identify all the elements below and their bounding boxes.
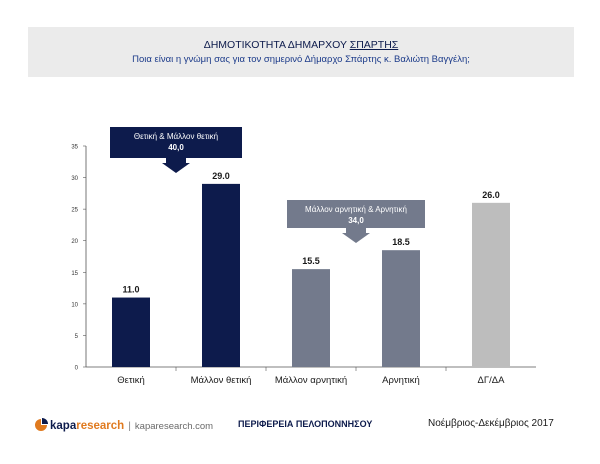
brand-name: kaparesearch [50, 420, 124, 432]
title-underlined: ΣΠΑΡΤΗΣ [349, 39, 399, 51]
callout-box [110, 127, 242, 158]
page-title: ΔΗΜΟΤΙΚΟΤΗΤΑ ΔΗΜΑΡΧΟΥ ΣΠΑΡΤΗΣ [28, 39, 574, 51]
bar-value-label: 11.0 [122, 285, 139, 295]
bar [112, 297, 150, 367]
bar [202, 183, 240, 367]
y-tick-label: 30 [71, 176, 78, 182]
x-tick-label: Μάλλον θετική [191, 375, 252, 386]
x-tick-label: ΔΓ/ΔΑ [478, 375, 506, 386]
x-tick-label: Αρνητική [382, 375, 420, 386]
callout-arrow [342, 228, 370, 243]
bar-value-label: 18.5 [392, 237, 410, 247]
bar [472, 202, 510, 367]
brand-name-a: kapa [50, 420, 77, 432]
brand-site: kaparesearch.com [134, 421, 214, 432]
footer-region: ΠΕΡΙΦΕΡΕΙΑ ΠΕΛΟΠΟΝΝΗΣΟΥ [238, 419, 373, 429]
callout-negative-label: Μάλλον αρνητική & Αρνητική [305, 205, 407, 214]
bar-value-label: 26.0 [482, 190, 500, 200]
y-tick-label: 35 [71, 145, 78, 151]
kapa-logo-icon [35, 418, 48, 431]
y-tick-label: 5 [75, 334, 79, 340]
y-tick-label: 10 [71, 302, 78, 308]
y-tick-label: 20 [71, 239, 78, 245]
page-subtitle: Ποια είναι η γνώμη σας για τον σημερινό … [132, 54, 470, 65]
title-prefix: ΔΗΜΟΤΙΚΟΤΗΤΑ ΔΗΜΑΡΧΟΥ [203, 39, 350, 51]
footer-brand: kaparesearch | kaparesearch.com [34, 418, 213, 432]
brand-separator: | [128, 420, 131, 432]
y-tick-label: 15 [71, 271, 78, 277]
callout-negative: Μάλλον αρνητική & Αρνητική 34,0 [287, 204, 425, 226]
callout-arrow [162, 158, 190, 173]
footer-date: Νοέμβριος-Δεκέμβριος 2017 [428, 418, 554, 429]
y-tick-label: 0 [75, 366, 79, 372]
callout-box [287, 200, 425, 228]
brand-name-b: research [76, 420, 125, 432]
bar [382, 250, 420, 367]
bar-value-label: 29.0 [212, 171, 230, 181]
callout-positive-label: Θετική & Μάλλον θετική [133, 132, 219, 141]
callout-positive-value: 40,0 [168, 143, 184, 152]
bar-value-label: 15.5 [302, 256, 320, 266]
header-band: ΔΗΜΟΤΙΚΟΤΗΤΑ ΔΗΜΑΡΧΟΥ ΣΠΑΡΤΗΣ Ποια είναι… [28, 27, 574, 77]
x-tick-label: Μάλλον αρνητική [275, 375, 347, 386]
y-tick-label: 25 [71, 208, 78, 214]
callout-negative-value: 34,0 [348, 216, 364, 225]
callout-positive: Θετική & Μάλλον θετική 40,0 [110, 131, 242, 153]
x-tick-label: Θετική [117, 375, 145, 386]
bar [292, 269, 330, 367]
